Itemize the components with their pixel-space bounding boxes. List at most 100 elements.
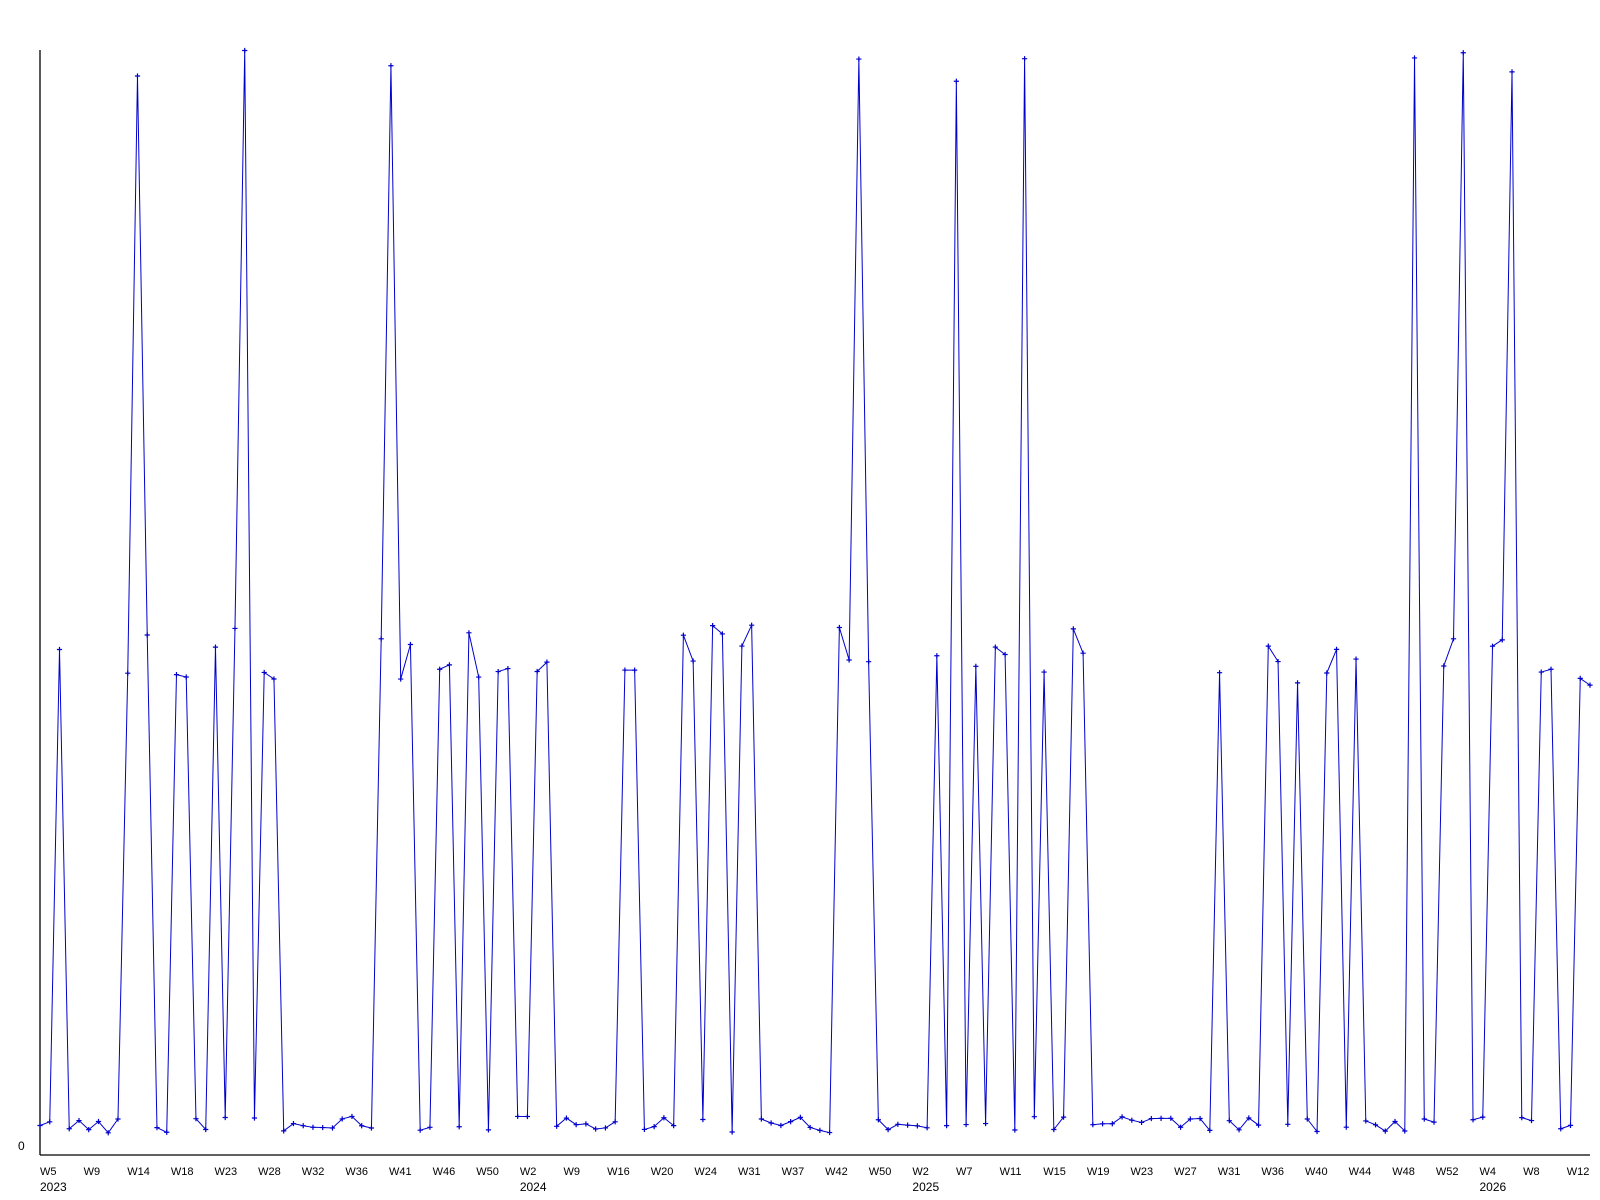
data-point-marker [700,1117,705,1122]
x-axis-tick-label: W50 [869,1166,892,1178]
data-point-marker [125,671,130,676]
data-point-marker [1451,636,1456,641]
x-axis-year-label: 2025 [912,1180,939,1194]
data-point-marker [749,623,754,628]
data-point-marker [408,642,413,647]
data-point-marker [515,1114,520,1119]
data-point-marker [1090,1122,1095,1127]
data-point-marker [1139,1120,1144,1125]
data-point-marker [1012,1127,1017,1132]
data-point-marker [398,676,403,681]
data-point-marker [954,79,959,84]
data-point-marker [145,632,150,637]
data-point-marker [583,1121,588,1126]
data-point-marker [1461,50,1466,55]
x-axis-tick-label: W11 [1000,1166,1022,1178]
data-point-marker [827,1130,832,1135]
data-point-marker [369,1125,374,1130]
x-axis-tick-label: W42 [825,1166,848,1178]
data-point-marker [944,1123,949,1128]
data-point-marker [1480,1115,1485,1120]
line-chart-svg: 0 W52023W9 W14 W18 W23 W28 W32 W36 W41 W46 W50 W22… [0,0,1600,1200]
x-axis-tick-label: W37 [782,1166,805,1178]
data-point-marker [174,672,179,677]
data-point-marker [1344,1125,1349,1130]
data-point-marker [1100,1121,1105,1126]
data-point-marker [1275,659,1280,664]
origin-label: 0 [18,1139,25,1153]
x-axis-tick-label: W2 [520,1166,537,1178]
data-point-marker [603,1125,608,1130]
data-point-marker [476,674,481,679]
data-point-marker [1334,647,1339,652]
data-point-marker [496,669,501,674]
data-point-marker [223,1115,228,1120]
x-axis-tick-label: W4 [1480,1166,1497,1178]
data-point-marker [905,1123,910,1128]
data-point-marker [1080,651,1085,656]
x-axis-tick-label: W15 [1043,1166,1066,1178]
data-point-marker [778,1123,783,1128]
data-point-marker [1363,1118,1368,1123]
data-point-marker [1266,644,1271,649]
data-point-marker [642,1127,647,1132]
x-axis-year-label: 2023 [40,1180,67,1194]
x-axis-tick-label: W24 [694,1166,717,1178]
data-point-marker [1431,1120,1436,1125]
x-axis-tick-label: W50 [476,1166,499,1178]
data-point-marker [447,662,452,667]
x-axis-tick-labels: W5 2023 W9 W14 W18 W23 W28 W32 W36 W41 W46 W50 W2 202… [40,1166,1589,1194]
data-point-marker [1412,55,1417,60]
data-point-marker [1519,1115,1524,1120]
data-point-marker [1500,637,1505,642]
data-point-marker [1529,1118,1534,1123]
data-point-marker [320,1125,325,1130]
data-point-marker [895,1122,900,1127]
x-axis-tick-label: W19 [1087,1166,1110,1178]
data-point-marker [1149,1116,1154,1121]
data-point-marker [847,657,852,662]
data-point-marker [1158,1116,1163,1121]
data-point-marker [1539,669,1544,674]
data-point-marker [301,1123,306,1128]
data-point-marker [57,647,62,652]
x-axis-tick-label: W48 [1392,1166,1415,1178]
x-axis-tick-label: W2 [912,1166,929,1178]
data-point-marker [817,1128,822,1133]
x-axis-tick-label: W7 [956,1166,973,1178]
data-point-marker [213,645,218,650]
data-point-marker [1422,1116,1427,1121]
data-point-marker [1129,1118,1134,1123]
data-point-marker [184,674,189,679]
data-point-marker [837,625,842,630]
data-point-marker [613,1119,618,1124]
data-point-marker [1285,1122,1290,1127]
x-axis-tick-label: W46 [433,1166,456,1178]
x-axis-tick-label: W36 [1261,1166,1284,1178]
data-point-marker [232,626,237,631]
data-point-marker [1022,56,1027,61]
data-point-markers [37,48,1592,1136]
data-point-marker [856,56,861,61]
data-point-marker [915,1123,920,1128]
data-point-marker [1373,1122,1378,1127]
x-axis-tick-label: W23 [214,1166,237,1178]
data-point-marker [1353,656,1358,661]
x-axis-tick-label: W23 [1131,1166,1154,1178]
data-point-marker [622,667,627,672]
data-point-marker [769,1120,774,1125]
data-point-marker [1509,69,1514,74]
x-axis-tick-label: W52 [1436,1166,1459,1178]
data-point-marker [164,1130,169,1135]
x-axis-tick-label: W41 [389,1166,412,1178]
data-point-marker [437,667,442,672]
data-point-marker [964,1122,969,1127]
x-axis-tick-label: W9 [563,1166,580,1178]
data-point-marker [418,1128,423,1133]
x-axis-tick-label: W20 [651,1166,674,1178]
data-point-marker [505,666,510,671]
data-point-marker [983,1121,988,1126]
x-axis-tick-label: W18 [171,1166,194,1178]
data-point-marker [388,63,393,68]
x-axis-tick-label: W8 [1523,1166,1540,1178]
